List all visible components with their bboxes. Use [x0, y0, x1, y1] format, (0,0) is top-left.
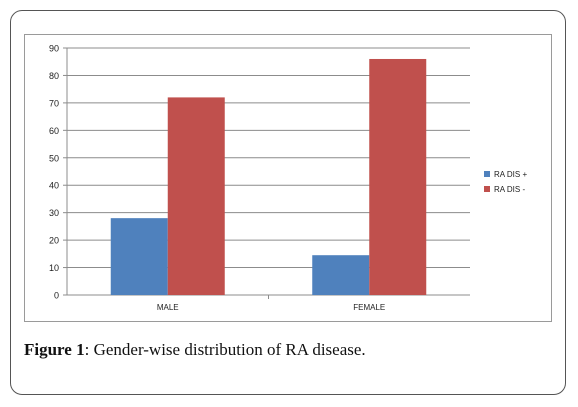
caption-label: Figure 1: [24, 340, 85, 359]
y-tick-label: 70: [49, 98, 59, 108]
legend-swatch: [484, 186, 490, 192]
y-tick-label: 30: [49, 208, 59, 218]
legend-swatch: [484, 171, 490, 177]
bar: [167, 97, 225, 296]
bar: [312, 255, 370, 295]
y-tick-label: 20: [49, 236, 59, 246]
x-tick-label: FEMALE: [353, 303, 385, 312]
bar-chart: 0 10 20 30 40 50 60 70 80 90 MALE FEMALE RA DIS + RA …: [49, 44, 527, 313]
y-tick-label: 60: [49, 126, 59, 136]
x-tick-label: MALE: [157, 303, 179, 312]
caption-text: : Gender-wise distribution of RA disease…: [84, 340, 366, 359]
y-tick-label: 90: [49, 44, 59, 54]
y-tick-label: 0: [54, 291, 59, 301]
chart-frame: 0 10 20 30 40 50 60 70 80 90 MALE FEMALE RA DIS + RA …: [24, 34, 552, 322]
y-tick-label: 10: [49, 263, 59, 273]
legend-label: RA DIS -: [494, 185, 525, 194]
y-tick-label: 80: [49, 71, 59, 81]
legend-label: RA DIS +: [494, 170, 527, 179]
bar: [369, 58, 427, 295]
y-tick-label: 40: [49, 181, 59, 191]
figure-caption: Figure 1: Gender-wise distribution of RA…: [24, 340, 366, 360]
bar: [110, 218, 168, 295]
y-tick-label: 50: [49, 153, 59, 163]
